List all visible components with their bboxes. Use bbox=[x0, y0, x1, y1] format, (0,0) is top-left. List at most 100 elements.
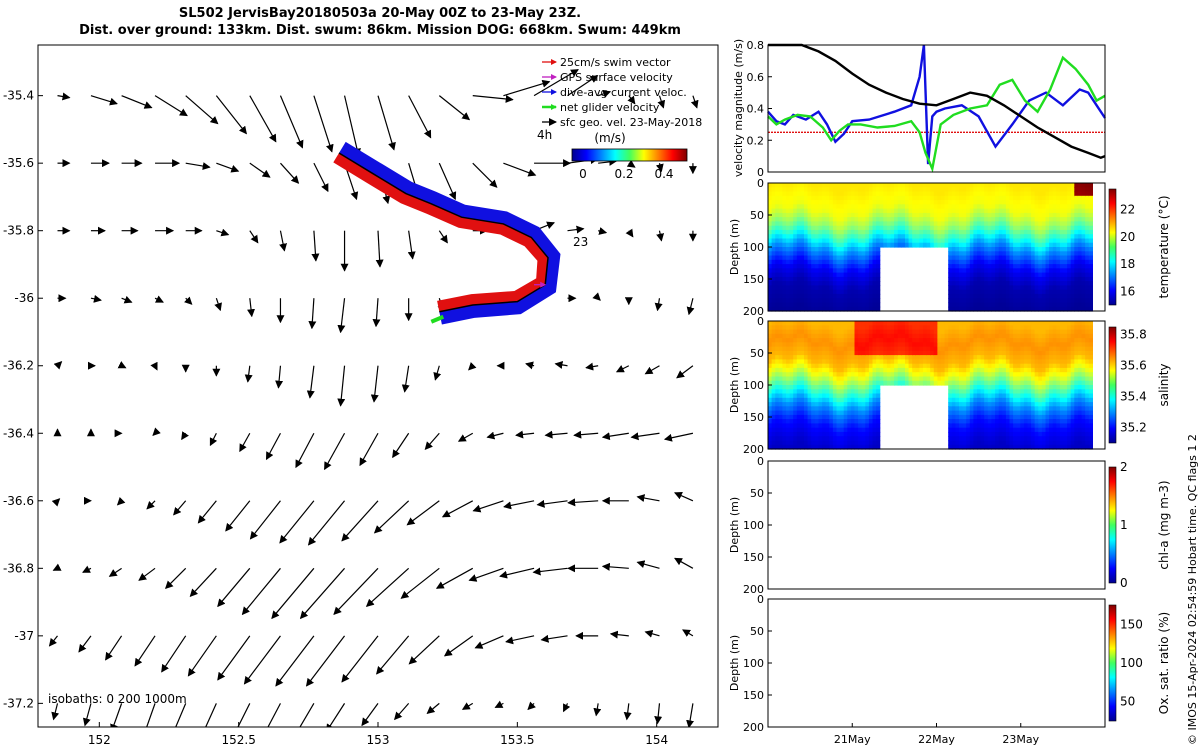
section-cell bbox=[818, 212, 823, 218]
velocity-vector bbox=[337, 298, 346, 334]
section-cell bbox=[876, 298, 881, 304]
velocity-vector bbox=[271, 567, 315, 620]
section-cell bbox=[962, 255, 967, 261]
section-cell bbox=[951, 276, 956, 282]
section-cell bbox=[1045, 321, 1050, 326]
section-cell bbox=[1045, 302, 1050, 308]
section-cell bbox=[782, 393, 787, 399]
section-cell bbox=[847, 242, 852, 248]
section-cell bbox=[944, 372, 949, 378]
section-cell bbox=[876, 406, 881, 412]
section-cell bbox=[883, 242, 888, 248]
section-cell bbox=[789, 217, 794, 222]
velocity-vector bbox=[536, 499, 568, 508]
section-cell bbox=[850, 191, 856, 197]
section-cell bbox=[995, 251, 1000, 257]
section-cell bbox=[796, 440, 801, 446]
section-cell bbox=[912, 238, 917, 244]
section-cell bbox=[796, 333, 801, 339]
velocity-vector bbox=[146, 500, 156, 510]
section-cell bbox=[771, 289, 776, 295]
section-cell bbox=[832, 385, 838, 390]
section-cell bbox=[858, 402, 863, 407]
section-cell bbox=[818, 321, 823, 326]
section-cell bbox=[872, 187, 877, 193]
section-cell bbox=[959, 251, 964, 257]
section-cell bbox=[991, 238, 996, 244]
section-cell bbox=[840, 419, 845, 424]
section-cell bbox=[836, 259, 841, 265]
section-cell bbox=[829, 350, 834, 356]
section-cell bbox=[879, 195, 884, 201]
section-cell bbox=[868, 195, 874, 201]
section-cell bbox=[969, 293, 974, 299]
section-cell bbox=[973, 414, 978, 420]
section-cell bbox=[829, 372, 834, 378]
section-cell bbox=[814, 221, 820, 227]
section-cell bbox=[948, 221, 953, 227]
section-cell bbox=[850, 217, 856, 222]
section-cell bbox=[977, 406, 982, 412]
section-cell bbox=[825, 444, 830, 450]
section-cell bbox=[1052, 242, 1057, 248]
section-cell bbox=[1005, 338, 1011, 343]
section-cell bbox=[1009, 363, 1014, 369]
section-cell bbox=[951, 427, 956, 433]
net-glider-velocity-mark bbox=[430, 314, 445, 324]
section-cell bbox=[995, 355, 1000, 360]
section-cell bbox=[1070, 414, 1075, 420]
section-cell bbox=[977, 191, 982, 197]
velocity-vector bbox=[90, 95, 118, 106]
section-cell bbox=[919, 187, 924, 193]
section-cell bbox=[822, 380, 827, 386]
section-cell bbox=[847, 306, 852, 312]
section-cell bbox=[822, 372, 827, 378]
section-cell bbox=[1045, 402, 1050, 407]
section-cell bbox=[948, 208, 953, 214]
track-end-annotation: 23 bbox=[573, 235, 588, 249]
section-cell bbox=[901, 183, 906, 188]
section-cell bbox=[1067, 289, 1072, 295]
section-cell bbox=[995, 234, 1000, 240]
section-cell bbox=[876, 346, 881, 352]
section-cell bbox=[876, 321, 881, 326]
section-cell bbox=[768, 436, 773, 442]
section-cell bbox=[1081, 229, 1086, 235]
section-cell bbox=[1020, 431, 1025, 437]
section-cell bbox=[1049, 272, 1054, 278]
section-cell bbox=[876, 276, 881, 282]
section-cell bbox=[1074, 329, 1079, 335]
section-cell bbox=[973, 229, 978, 235]
section-cell bbox=[962, 423, 967, 429]
section-cell bbox=[829, 191, 834, 197]
section-cell bbox=[876, 183, 881, 188]
section-cell bbox=[995, 225, 1000, 231]
section-cell bbox=[1052, 427, 1057, 433]
section-cell bbox=[1067, 242, 1072, 248]
section-cell bbox=[807, 380, 812, 386]
section-cell bbox=[973, 191, 978, 197]
section-cell bbox=[843, 281, 848, 286]
section-cell bbox=[977, 208, 982, 214]
section-cell bbox=[948, 376, 953, 382]
section-cell bbox=[1038, 289, 1043, 295]
section-cell bbox=[1077, 234, 1083, 240]
velocity-ytick-label: 0.4 bbox=[747, 103, 765, 116]
section-cell bbox=[850, 200, 856, 205]
section-cell bbox=[836, 397, 841, 403]
section-cell bbox=[789, 350, 794, 356]
section-cell bbox=[930, 372, 935, 378]
section-cell bbox=[800, 419, 805, 424]
section-cell bbox=[1013, 289, 1018, 295]
section-cell bbox=[814, 234, 820, 240]
section-cell bbox=[1027, 281, 1032, 286]
section-cell bbox=[890, 321, 895, 326]
section-cell bbox=[926, 376, 931, 382]
section-cell bbox=[1009, 238, 1014, 244]
section-cell bbox=[825, 251, 830, 257]
section-cell bbox=[1067, 306, 1072, 312]
section-cell bbox=[800, 251, 805, 257]
section-cell bbox=[1020, 204, 1025, 210]
section-cell bbox=[865, 183, 870, 188]
section-cell bbox=[998, 238, 1003, 244]
